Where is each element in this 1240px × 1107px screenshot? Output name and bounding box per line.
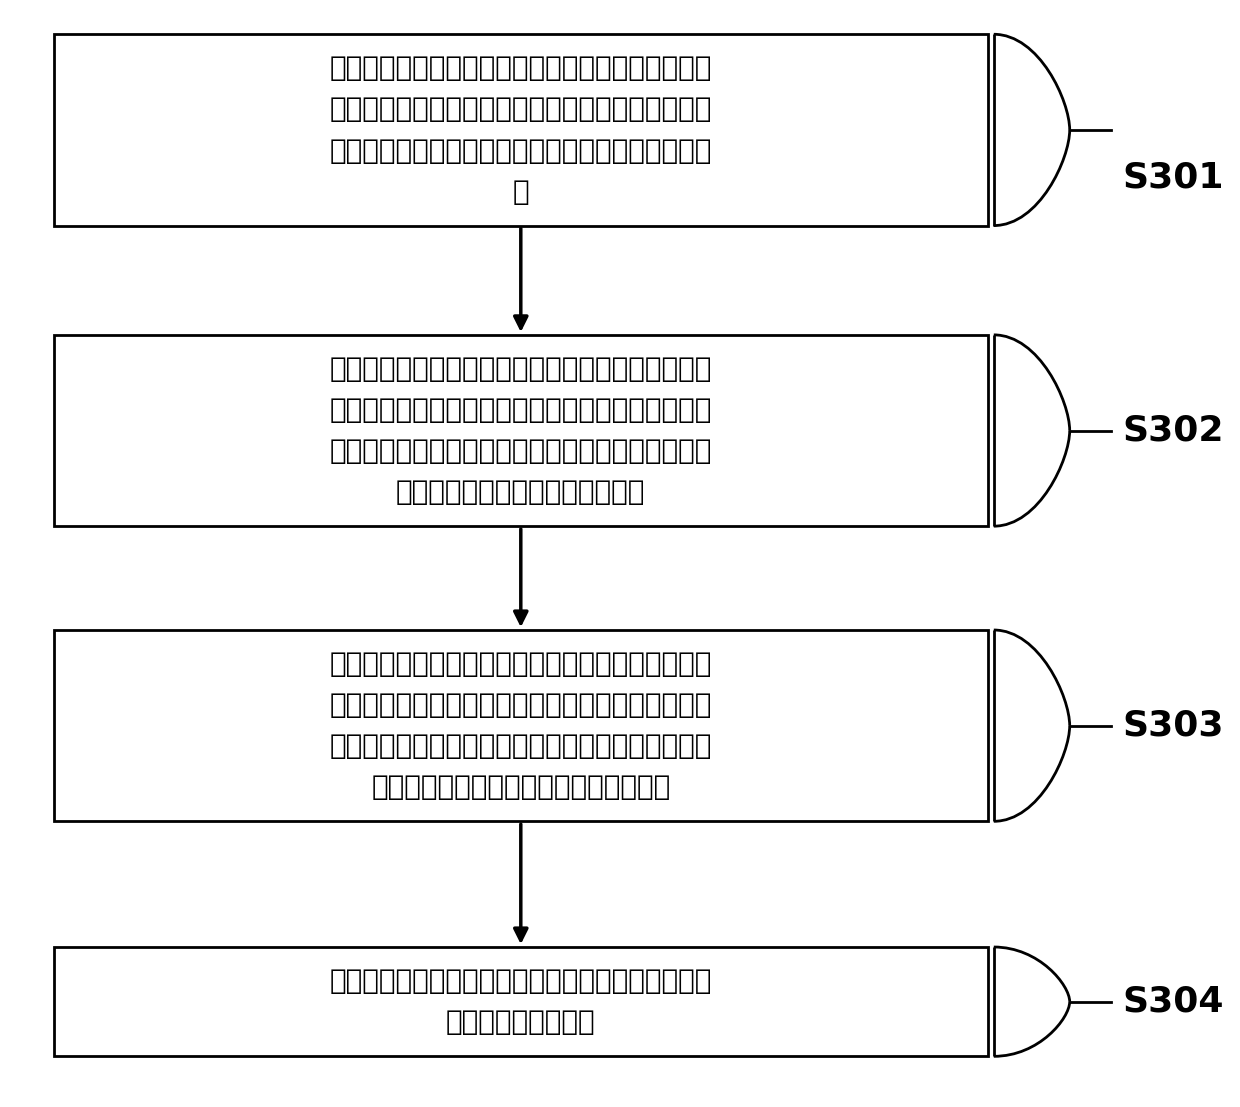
Text: 根据日合格重点督办台区数量和日新增合格重点督办
台区数量计算日合格重点督办台区环比变化率，根据
日异常重点督办台区数量和日新增异常重点督办台区
数量计算日异常重: 根据日合格重点督办台区数量和日新增合格重点督办 台区数量计算日合格重点督办台区环… [330, 650, 712, 801]
Bar [53, 630, 988, 821]
Bar [53, 946, 988, 1056]
Bar [53, 335, 988, 526]
Text: 预测预设区域的次日合格重点督办台区数量和次日异
常重点督办台区数量: 预测预设区域的次日合格重点督办台区数量和次日异 常重点督办台区数量 [330, 968, 712, 1036]
Text: S302: S302 [1122, 414, 1224, 447]
Text: S303: S303 [1122, 708, 1224, 743]
Text: S304: S304 [1122, 984, 1224, 1018]
Text: 获取预设区域的每个重点督办台区的季度台区管理水
平值和季度同期线损率，并根据季度台区管理水平值
和季度同期线损率确定不同类别的重点督办台区的数
量: 获取预设区域的每个重点督办台区的季度台区管理水 平值和季度同期线损率，并根据季度… [330, 54, 712, 206]
Text: S301: S301 [1122, 161, 1224, 195]
Text: 获取预设区域的每个重点督办台区的日同期线损率，
根据日同期线损率确定日合格重点督办台区数量、日
异常重点督办台区数量、日新增合格重点督办台区数
量和日新增异常重: 获取预设区域的每个重点督办台区的日同期线损率， 根据日同期线损率确定日合格重点督… [330, 354, 712, 506]
Bar [53, 34, 988, 226]
